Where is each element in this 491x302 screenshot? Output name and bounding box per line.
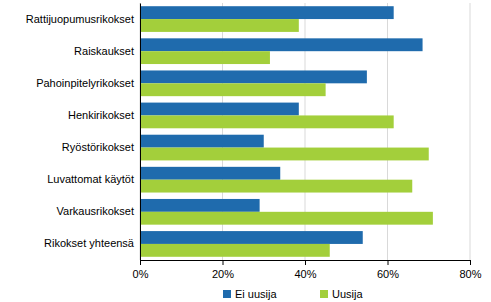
bar	[140, 115, 394, 128]
tick-mark	[305, 260, 306, 265]
tick-label: 20%	[212, 268, 234, 280]
tick: Raiskaukset	[74, 45, 140, 57]
bar	[140, 103, 299, 116]
bar	[140, 212, 433, 225]
series	[140, 19, 433, 257]
legend-swatch	[223, 290, 231, 298]
legend-item: Uusija	[320, 288, 363, 300]
tick: Rattijuopumusrikokset	[26, 13, 140, 25]
bar	[140, 83, 326, 96]
tick-mark	[470, 260, 471, 265]
axis-line	[141, 261, 471, 266]
legend-item: Ei uusija	[223, 288, 277, 300]
bar	[140, 51, 270, 64]
series	[140, 6, 423, 244]
tick-label: Rattijuopumusrikokset	[26, 13, 134, 25]
tick-label: Ryöstörikokset	[62, 141, 134, 153]
bar	[140, 148, 429, 161]
bar	[140, 135, 264, 148]
tick: 80%	[459, 260, 481, 280]
chart: 0% 20% 40% 60% 80% Rattijuopumusrikokset Raisk…	[0, 0, 491, 302]
bar	[140, 231, 363, 244]
tick-label: Pahoinpitelyrikokset	[36, 77, 134, 89]
bar	[140, 38, 423, 51]
tick: Ryöstörikokset	[62, 141, 140, 153]
tick-mark	[140, 260, 141, 265]
tick-label: 80%	[459, 268, 481, 280]
axis-line	[140, 4, 141, 261]
tick-label: Raiskaukset	[74, 45, 134, 57]
y-axis: Rattijuopumusrikokset Raiskaukset Pahoinpi…	[26, 4, 141, 261]
legend: Ei uusija Uusija	[223, 288, 363, 300]
tick: Varkausrikokset	[57, 205, 140, 217]
tick: 60%	[377, 260, 399, 280]
tick: Pahoinpitelyrikokset	[36, 77, 140, 89]
legend-swatch	[320, 290, 328, 298]
plot: 0% 20% 40% 60% 80% Rattijuopumusrikokset Raisk…	[26, 3, 482, 280]
bar	[140, 199, 260, 212]
tick: Henkirikokset	[68, 109, 140, 121]
tick: 0%	[133, 260, 149, 280]
tick-label: Varkausrikokset	[57, 205, 134, 217]
tick-label: 0%	[133, 268, 149, 280]
legend-label: Ei uusija	[235, 288, 277, 300]
bar	[140, 19, 299, 32]
bar	[140, 244, 330, 257]
tick-mark	[388, 260, 389, 265]
bar	[140, 167, 280, 180]
tick-label: Henkirikokset	[68, 109, 134, 121]
tick-label: 60%	[377, 268, 399, 280]
tick-label: Rikokset yhteensä	[44, 237, 135, 249]
bars	[140, 6, 433, 257]
grid	[140, 3, 470, 260]
tick-label: Luvattomat käytöt	[47, 173, 134, 185]
tick-label: 40%	[294, 268, 316, 280]
x-axis: 0% 20% 40% 60% 80%	[133, 260, 482, 280]
grid-line	[470, 3, 471, 260]
tick-mark	[223, 260, 224, 265]
legend-label: Uusija	[332, 288, 363, 300]
tick: Luvattomat käytöt	[47, 173, 140, 185]
grid-line	[140, 3, 141, 260]
bar	[140, 180, 412, 193]
bar	[140, 70, 367, 83]
tick: 40%	[294, 260, 316, 280]
bar	[140, 6, 394, 19]
tick: 20%	[212, 260, 234, 280]
tick: Rikokset yhteensä	[44, 237, 140, 249]
